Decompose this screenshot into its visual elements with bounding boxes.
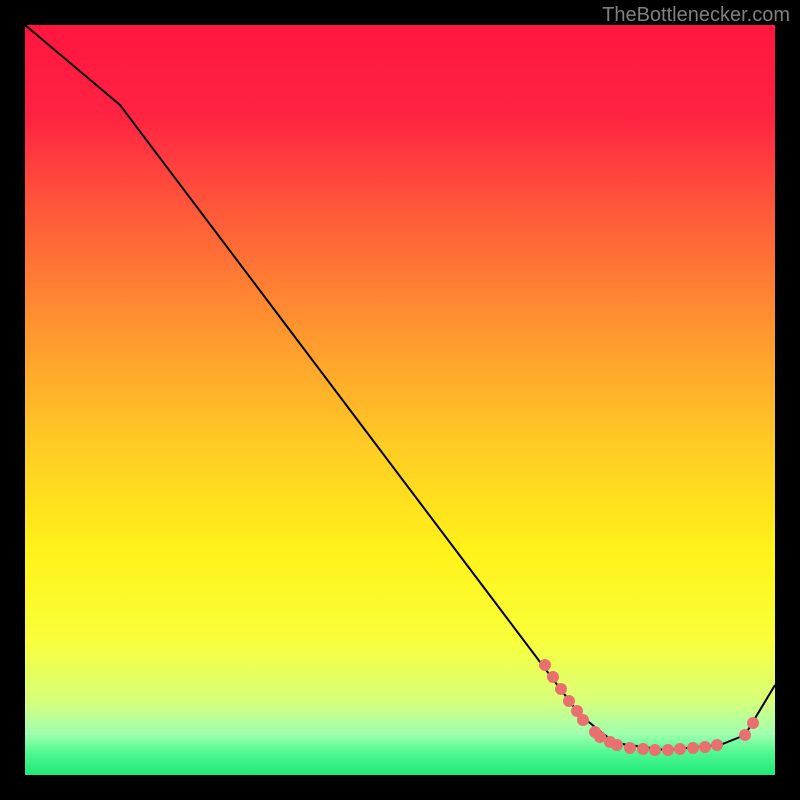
data-point bbox=[674, 743, 686, 755]
data-point bbox=[555, 683, 567, 695]
data-point bbox=[611, 739, 623, 751]
data-point bbox=[637, 743, 649, 755]
data-point bbox=[624, 742, 636, 754]
watermark-text: TheBottlenecker.com bbox=[602, 4, 790, 27]
chart-container bbox=[25, 25, 775, 775]
data-point bbox=[711, 739, 723, 751]
data-point bbox=[577, 714, 589, 726]
data-point bbox=[547, 671, 559, 683]
data-point bbox=[747, 717, 759, 729]
data-point bbox=[563, 695, 575, 707]
chart-svg bbox=[25, 25, 775, 775]
data-point bbox=[739, 729, 751, 741]
data-point bbox=[649, 744, 661, 756]
data-point bbox=[539, 659, 551, 671]
data-point bbox=[687, 742, 699, 754]
data-point bbox=[662, 744, 674, 756]
chart-background bbox=[25, 25, 775, 775]
data-point bbox=[699, 741, 711, 753]
